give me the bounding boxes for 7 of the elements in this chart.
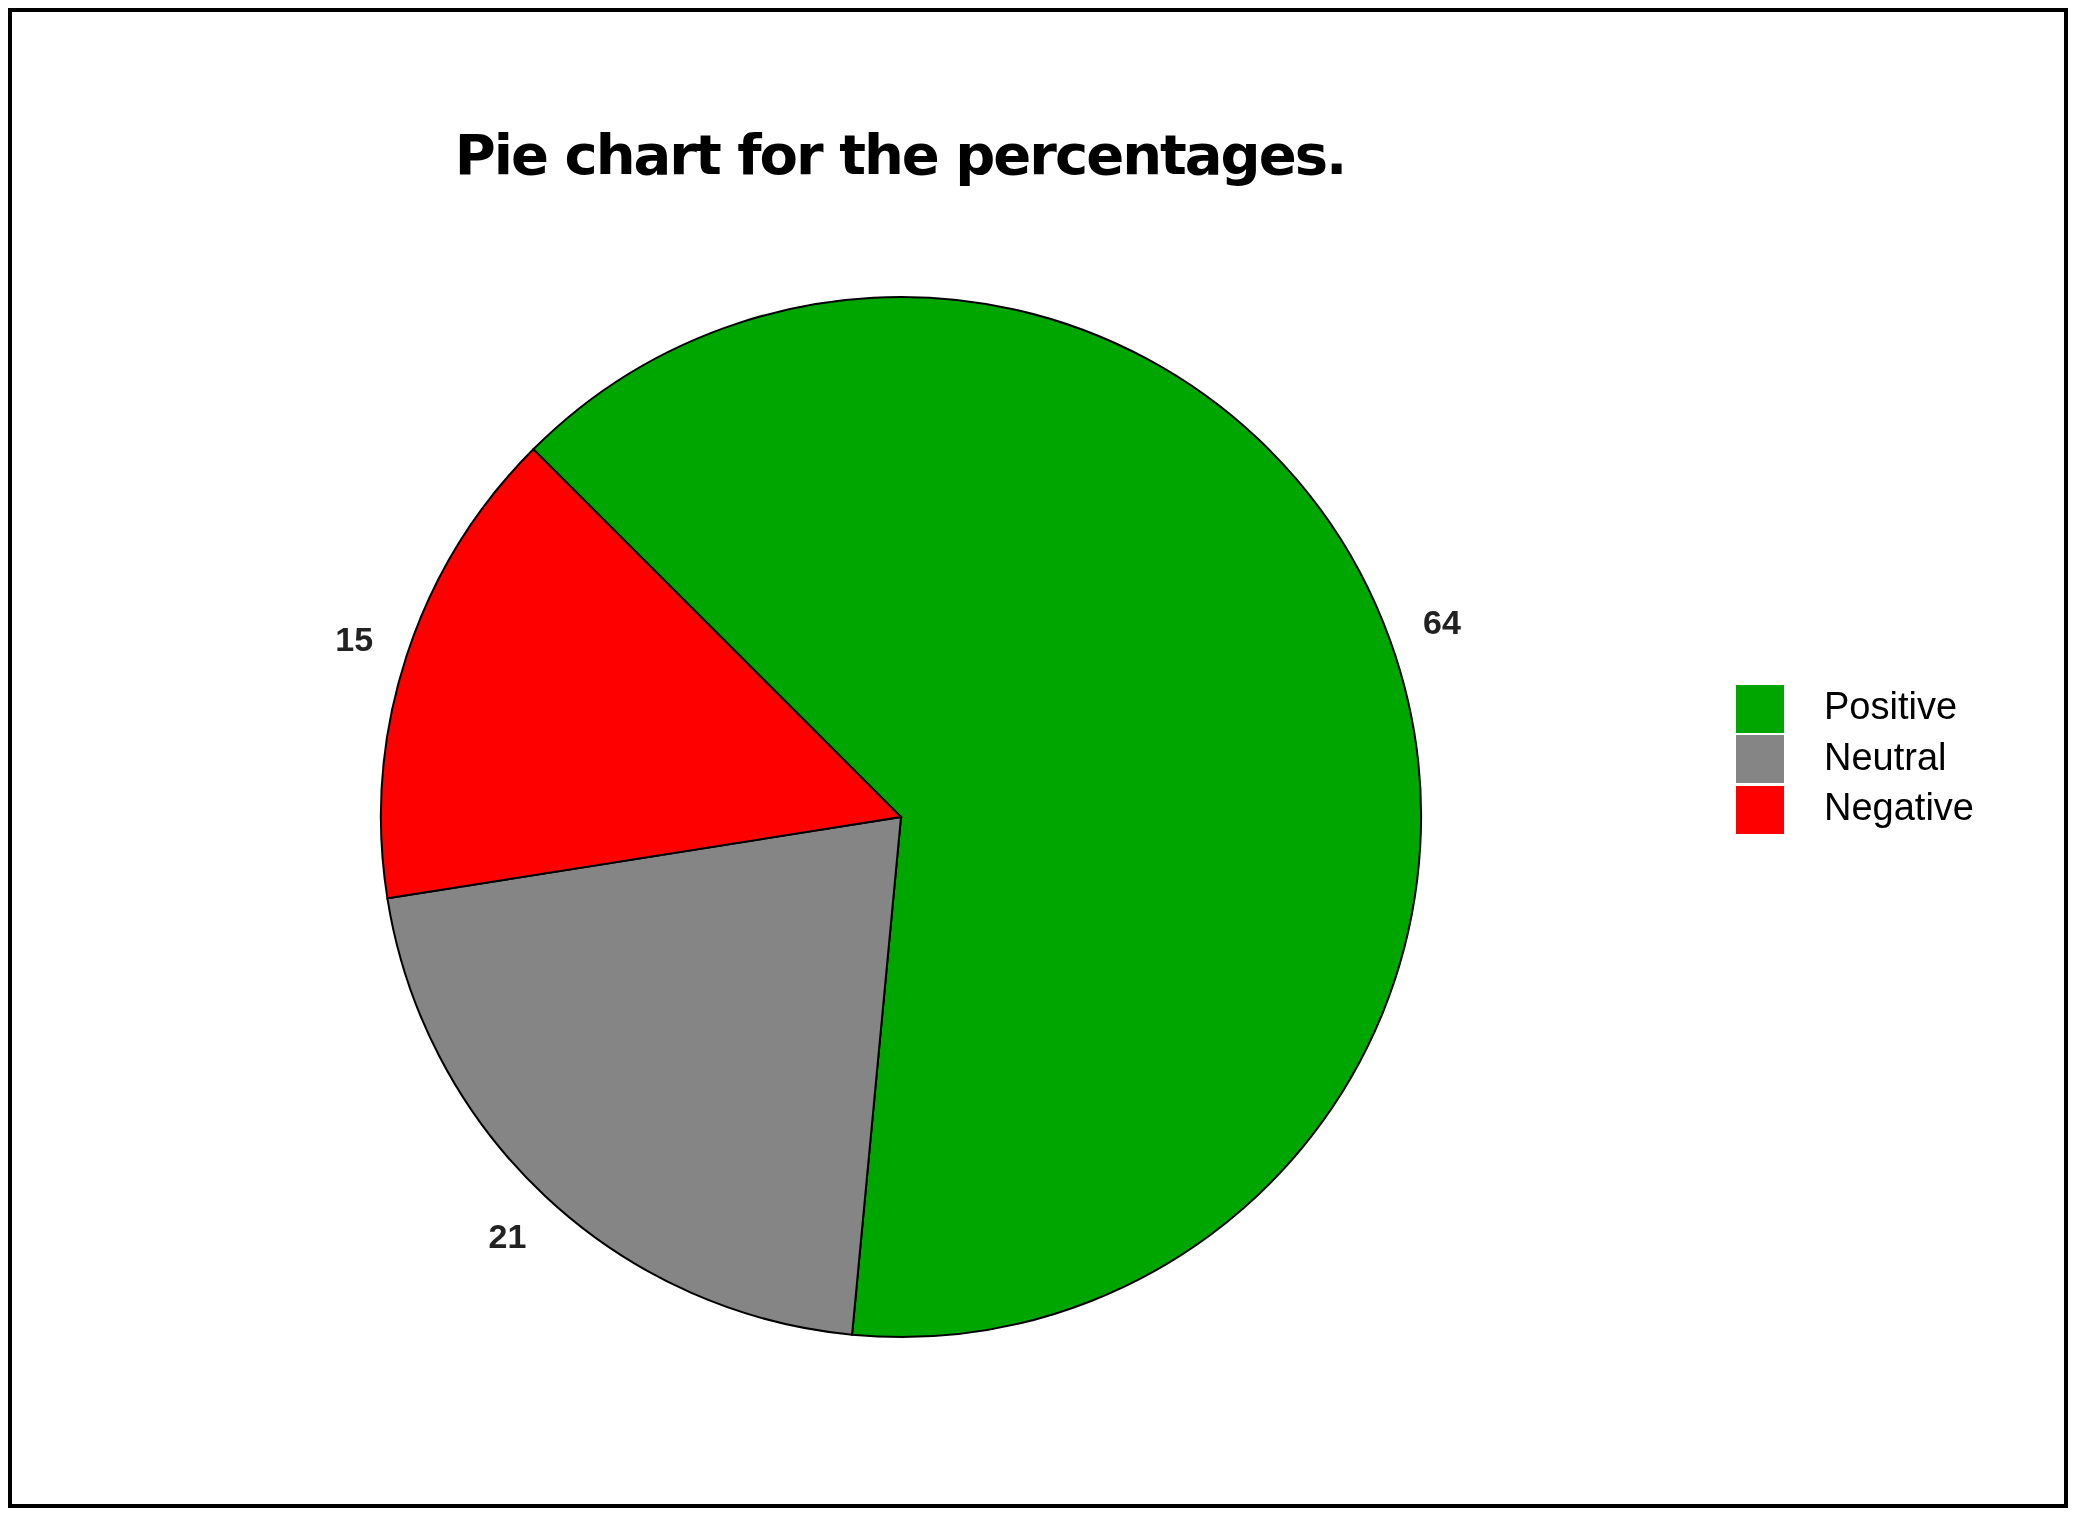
data-label: 21: [488, 1217, 527, 1256]
chart-title: Pie chart for the percentages.: [453, 122, 1347, 187]
data-label: 64: [1423, 603, 1461, 642]
data-label: 15: [335, 620, 374, 659]
legend-label: Positive: [1824, 684, 1958, 727]
legend-label: Negative: [1824, 786, 1974, 829]
legend-label: Neutral: [1824, 735, 1947, 778]
